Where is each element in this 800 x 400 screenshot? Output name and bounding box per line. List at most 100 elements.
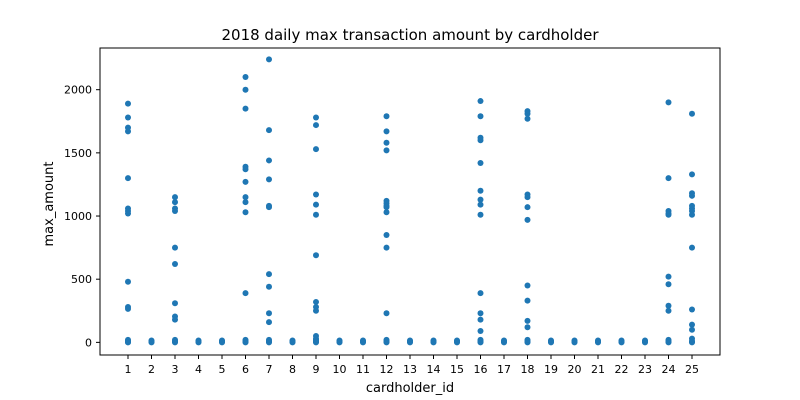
data-point bbox=[524, 317, 531, 324]
data-point bbox=[266, 271, 272, 278]
data-point bbox=[383, 128, 390, 135]
data-point bbox=[477, 327, 484, 334]
data-point bbox=[548, 339, 554, 346]
data-point bbox=[266, 204, 272, 211]
data-point bbox=[313, 307, 319, 314]
data-point bbox=[360, 339, 366, 346]
x-tick-label: 10 bbox=[333, 363, 347, 376]
x-tick-label: 12 bbox=[380, 363, 394, 376]
data-point bbox=[477, 310, 484, 317]
y-axis: 0 500 1000 1500 2000 bbox=[64, 84, 100, 349]
x-axis: 1 2 3 4 5 6 7 8 9 10 11 12 13 14 15 16 17 18 19 20 21 22 23 24 2… bbox=[125, 355, 699, 376]
data-point bbox=[383, 244, 390, 251]
data-point bbox=[242, 194, 249, 201]
x-tick-label: 6 bbox=[242, 363, 249, 376]
y-tick-label: 1000 bbox=[64, 210, 92, 223]
data-point bbox=[689, 339, 695, 346]
data-point bbox=[242, 339, 249, 346]
data-point bbox=[689, 171, 695, 178]
data-point bbox=[313, 339, 319, 346]
data-point bbox=[477, 290, 484, 297]
data-point bbox=[665, 281, 672, 288]
data-point bbox=[266, 157, 272, 164]
x-tick-label: 15 bbox=[450, 363, 464, 376]
x-tick-label: 23 bbox=[638, 363, 652, 376]
data-point bbox=[242, 199, 249, 206]
data-point bbox=[501, 339, 507, 346]
data-point bbox=[430, 339, 437, 346]
data-point bbox=[266, 176, 272, 183]
x-tick-label: 9 bbox=[313, 363, 320, 376]
data-point bbox=[477, 137, 484, 144]
data-point bbox=[524, 216, 531, 223]
data-point bbox=[524, 194, 531, 201]
data-point bbox=[665, 302, 672, 309]
data-point bbox=[313, 146, 319, 153]
data-point bbox=[125, 100, 131, 107]
data-point bbox=[689, 192, 695, 199]
data-point bbox=[266, 319, 272, 326]
x-tick-label: 19 bbox=[544, 363, 558, 376]
data-point bbox=[336, 339, 343, 346]
data-point bbox=[383, 231, 390, 238]
data-point bbox=[477, 316, 484, 323]
data-point bbox=[642, 339, 648, 346]
data-point bbox=[477, 187, 484, 194]
y-axis-label: max_amount bbox=[42, 162, 57, 247]
data-point bbox=[383, 147, 390, 154]
data-point bbox=[477, 98, 484, 105]
x-tick-label: 16 bbox=[474, 363, 488, 376]
data-point bbox=[125, 305, 131, 312]
data-point bbox=[571, 339, 578, 346]
data-point bbox=[242, 166, 249, 173]
data-point bbox=[383, 310, 390, 317]
data-point bbox=[524, 324, 531, 331]
x-tick-label: 5 bbox=[219, 363, 226, 376]
data-point bbox=[665, 307, 672, 314]
data-point bbox=[383, 139, 390, 146]
data-point bbox=[665, 99, 672, 106]
data-point bbox=[524, 110, 531, 117]
data-point bbox=[665, 175, 672, 182]
data-point bbox=[407, 339, 413, 346]
x-tick-label: 17 bbox=[497, 363, 511, 376]
data-point bbox=[383, 113, 390, 120]
data-point bbox=[242, 105, 249, 112]
data-point bbox=[242, 74, 249, 81]
x-tick-label: 8 bbox=[289, 363, 296, 376]
data-point bbox=[266, 127, 272, 134]
data-point bbox=[266, 339, 272, 346]
data-point bbox=[477, 339, 484, 346]
data-point bbox=[689, 326, 695, 333]
data-point bbox=[313, 191, 319, 198]
data-point bbox=[125, 128, 131, 135]
data-point bbox=[172, 300, 178, 307]
data-point bbox=[689, 211, 695, 218]
data-point bbox=[595, 339, 601, 346]
y-tick-label: 500 bbox=[71, 273, 92, 286]
x-tick-label: 14 bbox=[427, 363, 441, 376]
data-point bbox=[524, 204, 531, 211]
data-point bbox=[689, 244, 695, 251]
data-point bbox=[524, 282, 531, 289]
data-point bbox=[477, 113, 484, 120]
data-point bbox=[618, 339, 625, 346]
data-point bbox=[125, 175, 131, 182]
data-point bbox=[477, 196, 484, 203]
data-point bbox=[313, 114, 319, 121]
data-point bbox=[125, 339, 131, 346]
data-point bbox=[172, 316, 178, 323]
data-point bbox=[524, 297, 531, 304]
plot-frame bbox=[99, 47, 721, 356]
x-tick-label: 1 bbox=[125, 363, 132, 376]
data-point bbox=[689, 306, 695, 313]
data-point bbox=[313, 298, 319, 305]
data-point bbox=[172, 261, 178, 268]
data-point bbox=[242, 209, 249, 216]
x-tick-label: 24 bbox=[662, 363, 676, 376]
data-point bbox=[665, 273, 672, 280]
data-points bbox=[125, 56, 695, 346]
data-point bbox=[477, 159, 484, 166]
chart-title: 2018 daily max transaction amount by car… bbox=[221, 26, 599, 44]
data-point bbox=[383, 339, 390, 346]
